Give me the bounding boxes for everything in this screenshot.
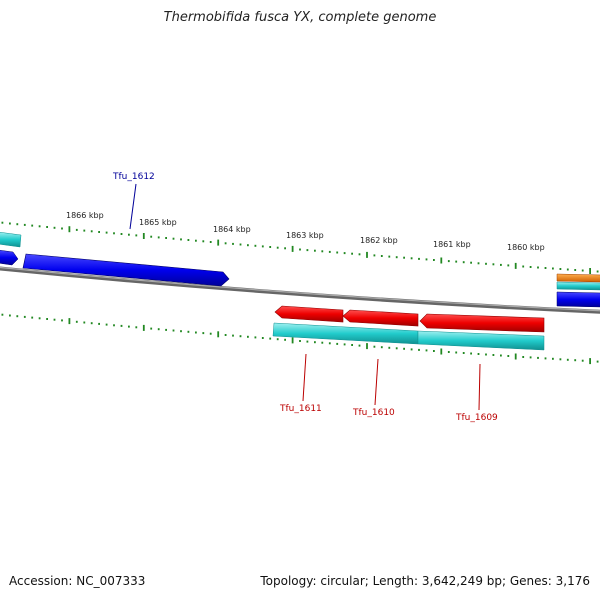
- accession-text: Accession: NC_007333: [9, 574, 146, 588]
- gene-label-tfu1609: Tfu_1609: [455, 413, 498, 423]
- gene-label-tfu1612: Tfu_1612: [112, 172, 155, 182]
- cds-feature-tfu1611-1610: [272, 322, 419, 345]
- cds-feature-left: [0, 232, 22, 248]
- cds-feature-right: [556, 281, 600, 291]
- gene-label-tfu1610: Tfu_1610: [352, 408, 395, 418]
- genome-backbone-highlight: [0, 266, 600, 312]
- map-title: Thermobifida fusca YX, complete genome: [163, 10, 437, 25]
- label-leader-tfu1610: [374, 358, 379, 406]
- gene-label-tfu1611: Tfu_1611: [279, 404, 322, 414]
- label-leader-tfu1612: [129, 183, 137, 230]
- tick-label: 1861 kbp: [433, 240, 471, 249]
- gene-arrow-tfu1612: [22, 253, 230, 287]
- ruler-ticks-upper: [1, 221, 599, 274]
- gene-arrow-tfu1610: [342, 309, 419, 327]
- tick-label: 1860 kbp: [507, 243, 545, 252]
- tick-label: 1862 kbp: [360, 236, 398, 245]
- cds-feature-tfu1609: [417, 330, 545, 351]
- genome-backbone: [0, 266, 600, 314]
- gene-arrow-tfu1609: [419, 313, 545, 333]
- gene-arrow-tfu1611: [274, 305, 344, 323]
- label-leader-tfu1609: [478, 363, 481, 411]
- tick-label: 1863 kbp: [286, 231, 324, 240]
- label-leader-tfu1611: [302, 353, 307, 402]
- tick-label: 1866 kbp: [66, 211, 104, 220]
- ruler-ticks-lower: [1, 313, 599, 365]
- gene-arrow-right-partial: [556, 291, 600, 308]
- other-feature-right: [556, 273, 600, 283]
- gene-arrow-left-partial: [0, 250, 19, 266]
- genome-summary-text: Topology: circular; Length: 3,642,249 bp…: [260, 574, 590, 588]
- tick-label: 1865 kbp: [139, 218, 177, 227]
- tick-label: 1864 kbp: [213, 225, 251, 234]
